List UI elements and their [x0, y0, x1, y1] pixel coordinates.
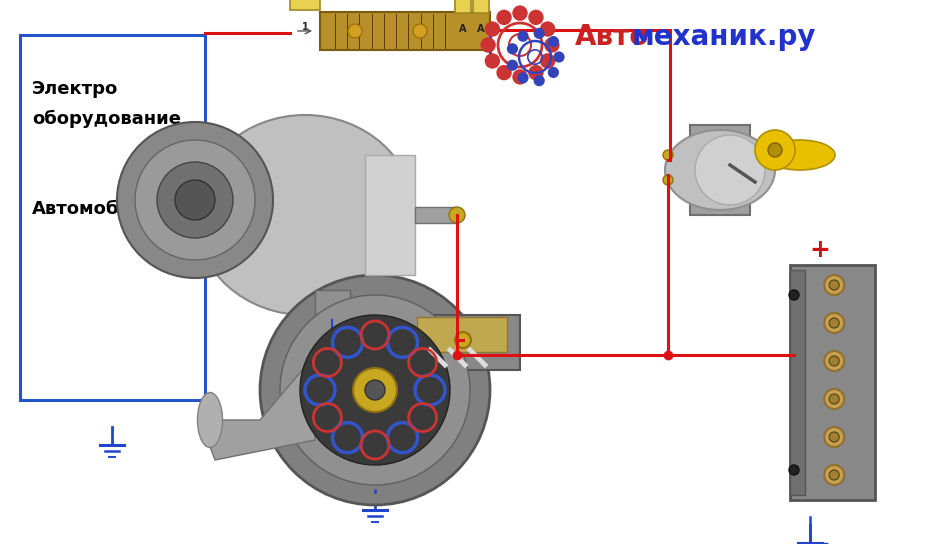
- Circle shape: [824, 351, 844, 371]
- Text: оборудование: оборудование: [32, 110, 181, 128]
- Circle shape: [539, 21, 555, 37]
- Text: Электро: Электро: [32, 80, 118, 98]
- Circle shape: [481, 38, 496, 53]
- Circle shape: [534, 28, 545, 39]
- Circle shape: [829, 280, 840, 290]
- Circle shape: [544, 38, 560, 53]
- Ellipse shape: [765, 140, 835, 170]
- Bar: [365, 155, 415, 275]
- Text: Автомобиля: Автомобиля: [32, 200, 157, 218]
- Circle shape: [517, 30, 528, 42]
- Circle shape: [353, 368, 397, 412]
- Circle shape: [175, 180, 215, 220]
- Bar: [410, 315, 520, 370]
- Circle shape: [695, 135, 765, 205]
- Circle shape: [829, 394, 840, 404]
- Circle shape: [517, 72, 528, 83]
- Circle shape: [548, 36, 559, 47]
- Ellipse shape: [665, 130, 775, 210]
- Circle shape: [829, 432, 840, 442]
- Circle shape: [507, 60, 518, 71]
- Circle shape: [512, 5, 527, 21]
- Circle shape: [484, 21, 500, 37]
- Bar: [290, 0, 320, 10]
- Circle shape: [824, 313, 844, 333]
- Bar: [790, 265, 875, 500]
- Text: механик.ру: механик.ру: [632, 23, 816, 51]
- Bar: [20, 35, 205, 400]
- Bar: [315, 290, 350, 320]
- Circle shape: [280, 295, 470, 485]
- Bar: [473, 0, 489, 13]
- Text: +: +: [810, 238, 830, 262]
- Circle shape: [824, 389, 844, 409]
- Ellipse shape: [197, 393, 223, 448]
- Circle shape: [117, 122, 273, 278]
- Circle shape: [829, 318, 840, 328]
- Circle shape: [663, 175, 673, 185]
- Circle shape: [507, 43, 518, 54]
- Circle shape: [512, 69, 527, 85]
- Bar: [415, 207, 455, 223]
- Circle shape: [534, 75, 545, 86]
- Circle shape: [157, 162, 233, 238]
- Circle shape: [824, 275, 844, 295]
- Circle shape: [484, 53, 500, 69]
- Circle shape: [496, 10, 511, 25]
- Circle shape: [528, 10, 543, 25]
- Ellipse shape: [195, 115, 415, 315]
- Bar: [417, 317, 507, 352]
- Circle shape: [554, 51, 565, 63]
- Bar: [320, 12, 490, 50]
- Circle shape: [789, 290, 799, 300]
- Circle shape: [663, 150, 673, 160]
- Bar: [455, 0, 471, 13]
- Circle shape: [755, 130, 795, 170]
- Text: А: А: [477, 24, 484, 34]
- Circle shape: [824, 427, 844, 447]
- Circle shape: [455, 332, 471, 348]
- Bar: [690, 125, 750, 215]
- Circle shape: [135, 140, 255, 260]
- Circle shape: [824, 465, 844, 485]
- Text: А: А: [459, 24, 467, 34]
- Polygon shape: [200, 355, 315, 460]
- Circle shape: [829, 356, 840, 366]
- Circle shape: [348, 24, 362, 38]
- Circle shape: [789, 465, 799, 475]
- Circle shape: [260, 275, 490, 505]
- Text: Авто: Авто: [575, 23, 650, 51]
- Bar: [790, 270, 805, 495]
- Circle shape: [413, 24, 427, 38]
- Circle shape: [829, 470, 840, 480]
- Circle shape: [539, 53, 555, 69]
- Text: −: −: [808, 531, 831, 544]
- Circle shape: [449, 207, 465, 223]
- Circle shape: [768, 143, 782, 157]
- Circle shape: [496, 65, 511, 81]
- Circle shape: [365, 380, 385, 400]
- Text: 1: 1: [302, 22, 309, 32]
- Circle shape: [548, 67, 559, 78]
- Circle shape: [528, 65, 543, 81]
- Circle shape: [300, 315, 450, 465]
